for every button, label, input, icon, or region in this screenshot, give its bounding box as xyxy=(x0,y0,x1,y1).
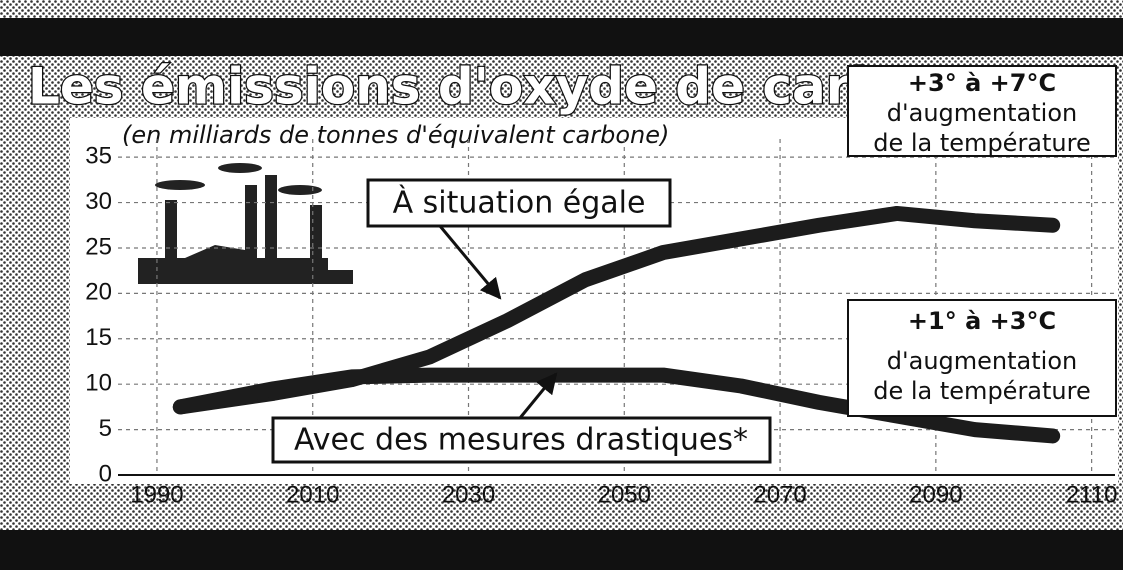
top-bar xyxy=(0,18,1123,56)
x-tick-label: 2030 xyxy=(442,481,495,508)
annotation-title: +1° à +3°C xyxy=(908,307,1056,335)
series-label: Avec des mesures drastiques* xyxy=(294,423,748,458)
annotation-text: d'augmentation xyxy=(887,347,1077,375)
y-tick-label: 10 xyxy=(85,370,112,397)
annotation-title: +3° à +7°C xyxy=(908,69,1056,97)
y-tick-label: 5 xyxy=(99,415,112,442)
y-tick-label: 25 xyxy=(85,233,112,260)
bottom-bar xyxy=(0,530,1123,570)
x-tick-label: 1990 xyxy=(130,481,183,508)
annotation-text: d'augmentation xyxy=(887,99,1077,127)
series-label: À situation égale xyxy=(393,185,646,221)
chart-subtitle: (en milliards de tonnes d'équivalent car… xyxy=(122,121,669,149)
x-tick-label: 2050 xyxy=(598,481,651,508)
y-tick-label: 30 xyxy=(85,188,112,215)
chart-title: Les émissions d'oxyde de carbone xyxy=(28,58,990,116)
y-tick-label: 0 xyxy=(99,460,112,487)
y-tick-label: 15 xyxy=(85,324,112,351)
x-tick-label: 2070 xyxy=(753,481,806,508)
y-tick-label: 20 xyxy=(85,279,112,306)
x-tick-label: 2110 xyxy=(1066,481,1118,508)
x-tick-label: 2090 xyxy=(909,481,962,508)
y-tick-label: 35 xyxy=(85,143,112,170)
chart: Les émissions d'oxyde de carbone (en mil… xyxy=(0,0,1123,570)
annotation-text: de la température xyxy=(873,129,1091,157)
annotation-text: de la température xyxy=(873,377,1091,405)
x-tick-label: 2010 xyxy=(286,481,339,508)
